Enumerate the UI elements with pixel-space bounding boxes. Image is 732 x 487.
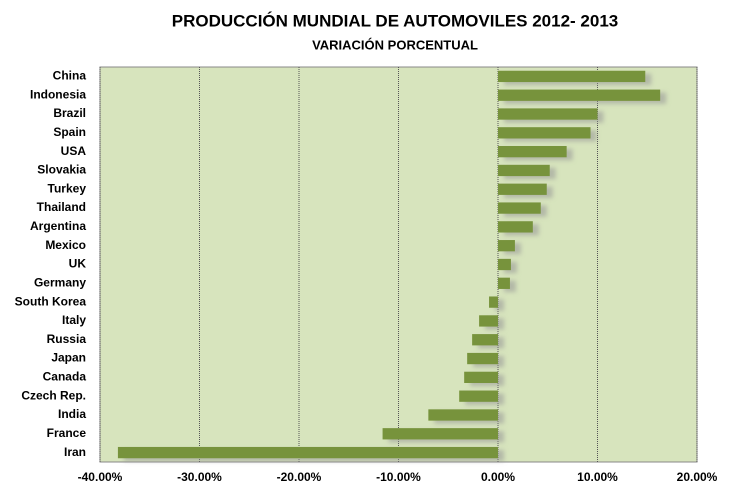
chart-title: PRODUCCIÓN MUNDIAL DE AUTOMOVILES 2012- … <box>172 11 619 30</box>
y-tick-label: Japan <box>51 351 86 365</box>
x-tick-label: -30.00% <box>177 470 222 484</box>
bar <box>467 352 498 365</box>
y-tick-label: Argentina <box>30 219 86 233</box>
bar <box>498 89 661 101</box>
y-tick-label: Italy <box>62 313 86 327</box>
bar <box>498 146 567 158</box>
y-tick-label: USA <box>61 144 87 158</box>
y-tick-label: Turkey <box>48 181 87 195</box>
y-tick-label: Indonesia <box>30 87 86 101</box>
bar <box>498 202 541 214</box>
y-tick-label: Slovakia <box>37 163 86 177</box>
x-tick-label: 20.00% <box>677 470 718 484</box>
bar <box>498 108 598 120</box>
bar <box>479 315 498 327</box>
y-tick-label: France <box>47 426 87 440</box>
y-tick-label: Mexico <box>45 238 86 252</box>
bar <box>498 183 547 195</box>
bar <box>498 240 515 252</box>
x-tick-label: 10.00% <box>577 470 618 484</box>
y-tick-label: Czech Rep. <box>21 388 86 402</box>
bar <box>382 428 498 440</box>
x-tick-label: -10.00% <box>376 470 421 484</box>
y-tick-label: UK <box>69 257 87 271</box>
bar <box>498 277 510 289</box>
bar <box>472 334 498 346</box>
bar <box>498 164 550 177</box>
bar <box>498 127 591 139</box>
y-tick-label: Spain <box>53 125 86 139</box>
y-tick-label: Canada <box>43 370 87 384</box>
x-tick-label: -20.00% <box>277 470 322 484</box>
y-tick-label: Germany <box>34 275 86 289</box>
bar <box>498 258 511 271</box>
bar <box>489 296 498 308</box>
bar <box>117 446 498 459</box>
y-tick-label: India <box>58 407 86 421</box>
bar <box>459 390 498 402</box>
bar <box>428 409 498 421</box>
bar <box>498 70 646 83</box>
y-tick-label: Russia <box>47 332 87 346</box>
y-tick-label: Thailand <box>37 200 86 214</box>
y-tick-label: Iran <box>64 445 86 459</box>
chart-subtitle: VARIACIÓN PORCENTUAL <box>312 37 478 52</box>
bar <box>498 221 533 233</box>
y-tick-label: China <box>53 69 87 83</box>
plot-area <box>99 66 698 463</box>
y-tick-label: Brazil <box>53 106 86 120</box>
bar <box>464 371 498 383</box>
x-tick-label: 0.00% <box>481 470 515 484</box>
y-tick-label: South Korea <box>15 294 87 308</box>
x-tick-label: -40.00% <box>78 470 123 484</box>
